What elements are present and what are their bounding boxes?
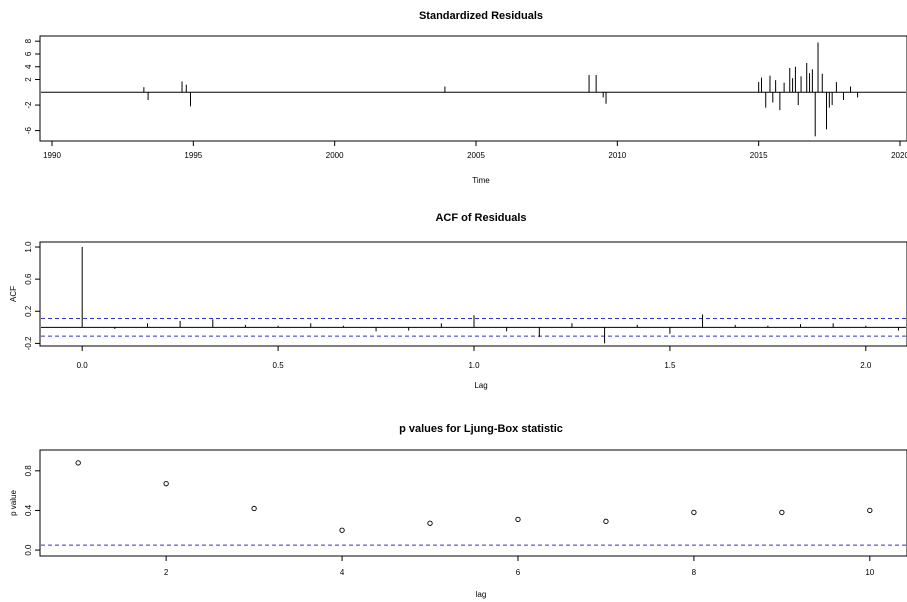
ljung-box-point [427, 520, 433, 526]
residuals-x-tick-label: 2010 [608, 151, 626, 160]
acf-title: ACF of Residuals [435, 212, 526, 224]
residuals-plot-frame [39, 35, 907, 142]
ljung-box-x-tick-label: 4 [340, 568, 345, 577]
residuals-x-tick-label: 2020 [891, 151, 907, 160]
residuals-y-tick-label: 4 [24, 64, 33, 69]
acf-x-tick-label: 1.5 [664, 361, 676, 370]
ljung-box-point [779, 509, 785, 516]
ljung-box-x-tick-label: 8 [692, 568, 697, 577]
ljung-box-point [867, 507, 873, 514]
ljung-box-point [251, 505, 257, 512]
acf-y-axis: 1.0 0.6 0.2 -0.2 [24, 241, 40, 350]
ljung-box-x-tick-label: 2 [164, 568, 169, 577]
ljung-box-x-tick-label: 6 [516, 568, 521, 577]
ljung-box-point [603, 518, 609, 524]
acf-y-tick-label: 0.6 [24, 273, 33, 285]
residuals-y-tick-label: -2 [24, 101, 33, 109]
acf-panel: ACF of Residuals 0.0 0.5 1.0 1.5 2.0 1.0 0.6 0… [9, 212, 907, 390]
acf-x-tick-label: 0.5 [273, 361, 285, 370]
acf-y-tick-label: 0.2 [24, 305, 33, 317]
residuals-y-tick-label: 8 [24, 38, 33, 43]
residuals-x-tick-label: 2015 [750, 151, 768, 160]
ljung-box-title: p values for Ljung-Box statistic [399, 423, 563, 435]
residuals-x-tick-label: 1990 [43, 151, 61, 160]
ljung-box-points [75, 460, 873, 533]
residuals-x-tick-label: 2005 [467, 151, 485, 160]
ljung-box-point [339, 527, 345, 533]
acf-y-label: ACF [9, 286, 18, 302]
residuals-title: Standardized Residuals [419, 10, 543, 22]
ljung-box-panel: p values for Ljung-Box statistic 2 4 6 8 10 … [9, 423, 907, 599]
ljung-box-x-tick-label: 10 [865, 568, 874, 577]
residuals-x-label: Time [472, 176, 490, 185]
ljung-box-point [75, 460, 81, 466]
ljung-box-point [515, 516, 521, 522]
acf-x-tick-label: 1.0 [468, 361, 480, 370]
residuals-y-tick-label: 6 [24, 51, 33, 56]
acf-x-tick-label: 2.0 [860, 361, 872, 370]
acf-plot-frame [39, 241, 907, 347]
ljung-box-y-tick-label: 0.8 [24, 465, 33, 477]
residuals-x-axis: 1990 1995 2000 2005 2010 2015 2020 [43, 141, 907, 160]
ljung-box-point [691, 509, 697, 516]
ljung-box-y-tick-label: 0.0 [24, 544, 33, 556]
acf-bars [41, 247, 906, 344]
residuals-bars [41, 42, 906, 137]
acf-x-label: Lag [474, 381, 487, 390]
residuals-y-tick-label: -6 [24, 127, 33, 135]
ljung-box-x-label: lag [476, 590, 487, 599]
ljung-box-plot-frame [39, 449, 907, 557]
ljung-box-y-tick-label: 0.4 [24, 504, 33, 516]
ljung-box-x-axis: 2 4 6 8 10 [164, 556, 875, 577]
acf-x-axis: 0.0 0.5 1.0 1.5 2.0 [77, 346, 872, 370]
residuals-x-tick-label: 1995 [184, 151, 202, 160]
residuals-y-axis: 8 6 4 2 -2 -6 [24, 38, 40, 134]
ljung-box-y-label: p value [9, 490, 18, 516]
residuals-y-tick-label: 2 [24, 77, 33, 82]
acf-y-tick-label: 1.0 [24, 241, 33, 253]
acf-y-tick-label: -0.2 [24, 336, 33, 350]
acf-x-tick-label: 0.0 [77, 361, 89, 370]
residuals-panel: Standardized Residuals 1990 1995 2000 2005 2… [24, 10, 907, 185]
ljung-box-y-axis: 0.0 0.4 0.8 [24, 465, 40, 556]
residuals-x-tick-label: 2000 [326, 151, 344, 160]
ljung-box-point [163, 481, 169, 487]
